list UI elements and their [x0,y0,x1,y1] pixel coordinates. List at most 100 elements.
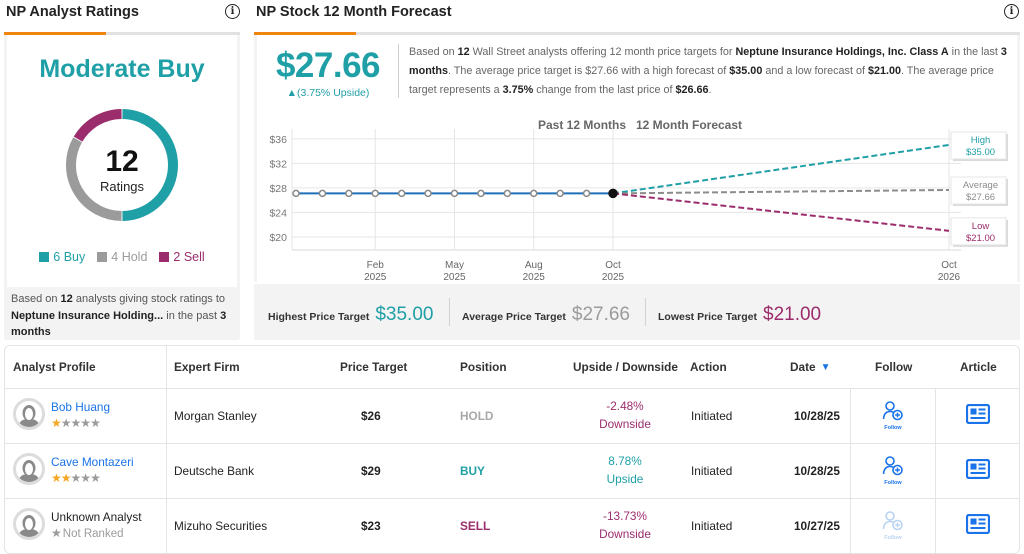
star-icon: ★ [90,471,101,485]
follow-button[interactable]: Follow [878,455,908,486]
follow-user-icon [882,401,903,421]
average-price-target-stat: Average Price Target $27.66 [462,304,630,326]
expert-firm: Morgan Stanley [174,408,257,423]
price-target: $26 [361,408,381,423]
upside-percent: ▲(3.75% Upside) [286,87,370,99]
divider [645,298,646,326]
star-icon: ★ [51,416,62,430]
row-divider [5,388,1019,389]
x-tick-month: Feb [367,260,385,271]
forecast-panel-title: NP Stock 12 Month Forecast [256,4,452,20]
tab-indicator-track [254,32,1020,35]
header-date[interactable]: Date ▼ [790,346,830,388]
follow-user-icon [882,511,903,531]
upside-percent: -13.73% [603,509,647,523]
article-button[interactable] [965,403,991,429]
upside-direction: Upside [606,472,644,486]
average-price-target: $27.66 [275,46,381,85]
legend-sell-label: 2 Sell [173,250,205,264]
position: BUY [460,463,485,478]
star-icon: ★ [70,416,82,430]
action: Initiated [691,518,733,533]
price-point [292,189,300,198]
avatar[interactable] [13,453,45,485]
y-tick-label: $28 [269,183,287,195]
sort-down-icon[interactable]: ▼ [820,361,831,373]
callout-average: Average$27.66 [950,176,1008,206]
analyst-name: Unknown Analyst [51,510,142,524]
legend-past-12-months: Past 12 Months [538,118,626,132]
header-upside-downside: Upside / Downside [573,360,678,374]
footnote-period: 3 months [11,309,227,339]
legend-12-month-forecast: 12 Month Forecast [636,118,742,132]
info-icon[interactable]: i [225,4,240,19]
average-label: Average Price Target [462,311,566,323]
upside-direction: Downside [599,527,651,541]
article-icon [965,403,991,425]
summary-text: . The average price target is $27.66 wit… [448,64,730,77]
tab-indicator [4,32,106,35]
star-icon: ★ [51,526,62,540]
header-analyst-profile: Analyst Profile [13,360,96,374]
callout-low: Low$21.00 [950,217,1008,247]
footnote-count: 12 [60,293,73,305]
header-price-target: Price Target [340,360,408,374]
analyst-name[interactable]: Cave Montazeri [51,455,134,469]
price-point [345,189,353,198]
follow-button[interactable]: Follow [878,510,908,541]
chart-grid [291,129,961,251]
forecast-line-high [612,143,950,195]
forecast-line-low [612,192,950,232]
highest-value: $35.00 [375,304,434,325]
article-button[interactable] [965,513,991,539]
follow-user-icon [882,456,903,476]
follow-button[interactable]: Follow [878,400,908,431]
info-icon[interactable]: i [1004,4,1019,19]
follow-label: Follow [884,425,902,431]
footnote-text: Based on [11,293,61,305]
analyst-rating-stars: ★★★★★ [51,471,101,485]
y-axis: $36 $32 $28 $24 $20 [269,134,287,244]
price-point [530,189,538,198]
callout-label: High [971,135,991,146]
past-price-line [292,188,618,199]
price-target-stats: Highest Price Target $35.00 Average Pric… [254,284,1020,340]
x-tick-month: Aug [525,260,543,271]
divider [449,298,450,326]
star-icon: ★ [70,471,82,485]
x-tick-month: Oct [941,260,957,271]
x-tick-month: May [445,260,464,271]
article-button[interactable] [965,458,991,484]
action: Initiated [691,408,733,423]
callout-box [950,176,1007,205]
lowest-value: $21.00 [763,304,822,325]
column-divider [166,346,167,553]
lowest-price-target: Lowest Price Target $21.00 [658,304,821,326]
summary-last-price: $26.66 [675,83,709,96]
rating-date: 10/28/25 [794,463,840,478]
price-point [371,189,379,198]
ratings-legend: 6 Buy 4 Hold 2 Sell [7,250,237,264]
callout-label: Low [972,221,990,232]
x-tick-year: 2025 [523,272,546,282]
price-point [318,189,327,198]
follow-label: Follow [884,535,902,541]
hold-swatch [97,252,108,262]
summary-high: $35.00 [729,64,763,77]
row-divider [5,498,1019,499]
header-date-label: Date [790,360,816,374]
summary-text: . [708,83,712,96]
ratings-donut-chart [66,109,178,221]
avatar[interactable] [13,508,45,540]
summary-period: 3 months [409,46,1007,77]
analyst-name[interactable]: Bob Huang [51,400,111,414]
person-icon [16,402,42,427]
legend-buy: 6 Buy [39,250,85,264]
legend-buy-label: 6 Buy [53,250,86,264]
summary-text: . The average price target represents a [409,64,994,96]
price-forecast-chart: $36$32$28$24$20 Feb2025May2025Aug2025Oct… [269,118,1008,282]
person-icon [16,457,42,482]
person-icon [16,512,42,537]
column-divider [935,388,936,553]
avatar[interactable] [13,398,45,430]
